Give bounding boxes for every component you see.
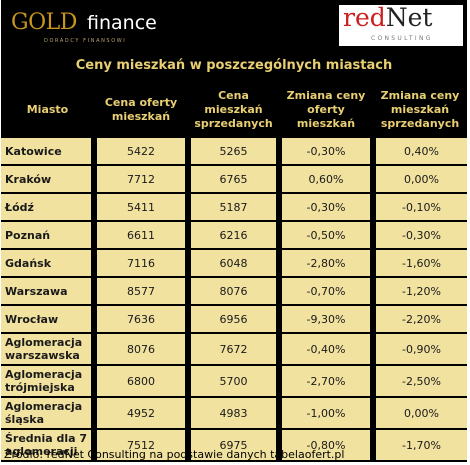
value-cell: 8076	[94, 333, 191, 366]
city-cell: Aglomeracja warszawska	[1, 333, 97, 366]
table-title: Ceny mieszkań w poszczególnych miastach	[75, 58, 393, 73]
table-row: Katowice 5422 5265 -0,30% 0,40%	[1, 138, 467, 166]
value-cell: 0,00%	[373, 397, 467, 430]
table-row: Aglomeracja warszawska 8076 7672 -0,40% -0,9…	[1, 333, 467, 366]
value-cell: 0,00%	[373, 165, 467, 194]
value-cell: 6956	[188, 305, 282, 334]
rednet-word: redNet	[343, 3, 433, 32]
value-cell: -2,20%	[373, 305, 467, 334]
value-cell: 6216	[188, 221, 282, 250]
value-cell: -0,90%	[373, 333, 467, 366]
value-cell: 6611	[94, 221, 191, 250]
table-row: Średnia dla 7 aglomeracji 7512 6975 -0,80% -…	[1, 429, 467, 462]
value-cell: 5700	[188, 365, 282, 398]
value-cell: -0,10%	[373, 193, 467, 222]
city-cell: Wrocław	[1, 305, 97, 334]
rednet-subtitle: CONSULTING	[371, 35, 433, 42]
value-cell: -2,80%	[279, 249, 376, 278]
value-cell: -1,70%	[373, 429, 467, 462]
value-cell: 5422	[94, 138, 191, 166]
city-cell: Średnia dla 7 aglomeracji	[1, 429, 97, 462]
value-cell: 7636	[94, 305, 191, 334]
value-cell: 7672	[188, 333, 282, 366]
value-cell: -2,70%	[279, 365, 376, 398]
city-cell: Warszawa	[1, 277, 97, 306]
value-cell: 4983	[188, 397, 282, 430]
col-header-sold-change: Zmiana ceny mieszkań sprzedanych	[373, 82, 467, 138]
table-row: Wrocław 7636 6956 -9,30% -2,20%	[1, 305, 467, 334]
value-cell: 5411	[94, 193, 191, 222]
value-cell: -1,20%	[373, 277, 467, 306]
value-cell: 6048	[188, 249, 282, 278]
city-cell: Łódź	[1, 193, 97, 222]
col-header-sold-price: Cena mieszkań sprzedanych	[188, 82, 279, 138]
value-cell: -1,60%	[373, 249, 467, 278]
goldfinance-logo: GOLD finance DORADCY FINANSOWI	[9, 8, 157, 48]
header-row: Miasto Cena oferty mieszkań Cena mieszka…	[1, 82, 467, 138]
value-cell: 0,60%	[279, 165, 376, 194]
value-cell: 7512	[94, 429, 191, 462]
value-cell: 6975	[188, 429, 282, 462]
source-footer: Źródło: redNet Consulting na podstawie d…	[4, 448, 345, 461]
col-header-city: Miasto	[1, 82, 94, 138]
city-cell: Aglomeracja trójmiejska	[1, 365, 97, 398]
value-cell: -1,00%	[279, 397, 376, 430]
value-cell: -0,70%	[279, 277, 376, 306]
value-cell: 8577	[94, 277, 191, 306]
value-cell: -0,80%	[279, 429, 376, 462]
value-cell: 8076	[188, 277, 282, 306]
header-bar: GOLD finance DORADCY FINANSOWI redNet CO…	[1, 0, 467, 53]
value-cell: 5265	[188, 138, 282, 166]
city-cell: Katowice	[1, 138, 97, 166]
city-cell: Aglomeracja śląska	[1, 397, 97, 430]
value-cell: 7712	[94, 165, 191, 194]
value-cell: -0,40%	[279, 333, 376, 366]
value-cell: -0,30%	[279, 193, 376, 222]
value-cell: 0,40%	[373, 138, 467, 166]
city-cell: Gdańsk	[1, 249, 97, 278]
city-cell: Poznań	[1, 221, 97, 250]
value-cell: -0,50%	[279, 221, 376, 250]
value-cell: 5187	[188, 193, 282, 222]
price-table: Miasto Cena oferty mieszkań Cena mieszka…	[1, 82, 467, 462]
gold-word: GOLD	[11, 10, 77, 35]
table-row: Aglomeracja trójmiejska 6800 5700 -2,70% -2,…	[1, 365, 467, 398]
rednet-logo: redNet CONSULTING	[339, 3, 463, 46]
value-cell: 4952	[94, 397, 191, 430]
finance-word: finance	[87, 12, 157, 34]
value-cell: -0,30%	[373, 221, 467, 250]
table-row: Poznań 6611 6216 -0,50% -0,30%	[1, 221, 467, 250]
value-cell: 6765	[188, 165, 282, 194]
city-cell: Kraków	[1, 165, 97, 194]
table-row: Aglomeracja śląska 4952 4983 -1,00% 0,00%	[1, 397, 467, 430]
table-row: Łódź 5411 5187 -0,30% -0,10%	[1, 193, 467, 222]
table-row: Kraków 7712 6765 0,60% 0,00%	[1, 165, 467, 194]
value-cell: -0,30%	[279, 138, 376, 166]
value-cell: -9,30%	[279, 305, 376, 334]
value-cell: -2,50%	[373, 365, 467, 398]
value-cell: 6800	[94, 365, 191, 398]
col-header-offer-price: Cena oferty mieszkań	[94, 82, 188, 138]
col-header-offer-change: Zmiana ceny oferty mieszkań	[279, 82, 373, 138]
table-row: Gdańsk 7116 6048 -2,80% -1,60%	[1, 249, 467, 278]
gold-subtitle: DORADCY FINANSOWI	[44, 38, 127, 44]
table-row: Warszawa 8577 8076 -0,70% -1,20%	[1, 277, 467, 306]
value-cell: 7116	[94, 249, 191, 278]
